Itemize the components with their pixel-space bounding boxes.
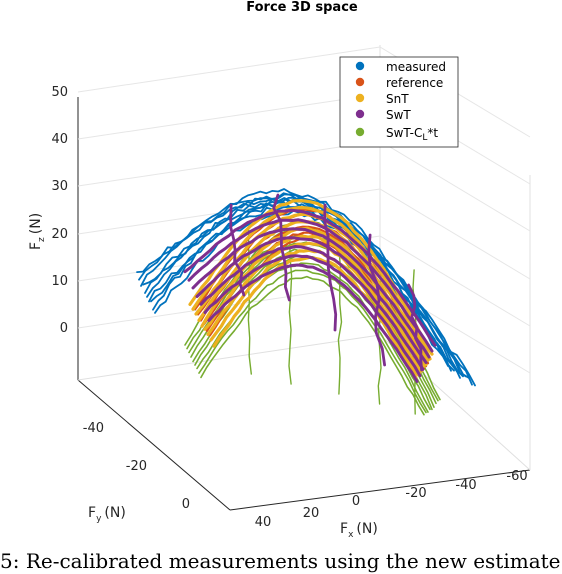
legend-item-swt-cl-t: SwT-CL*t [355,126,438,143]
z-tick-label: 20 [51,227,68,242]
x-ticks: 40 20 0 -20 -40 -60 [255,469,528,530]
series-line [367,233,386,367]
z-axis-label: Fz(N) [28,213,47,250]
series-swt [183,193,437,383]
y-tick-label: -40 [83,421,104,436]
z-ticks: 50 40 30 20 10 0 [51,85,68,336]
legend-label: SwT-CL*t [386,126,438,143]
z-tick-label: 50 [51,85,68,100]
figure-caption: 5: Re-calibrated measurements using the … [0,549,561,573]
legend-marker [355,93,365,103]
series-line [191,227,431,359]
legend-label: SwT [386,108,411,122]
series-line [198,269,427,414]
y-tick-label: -20 [126,459,147,474]
force-3d-chart: Force 3D space 50 40 30 20 10 0 -40 -20 … [28,0,531,540]
y-axis-label: Fy (N) [88,505,126,524]
series-line [183,208,437,347]
series-line [200,226,426,368]
legend-label: reference [386,76,443,90]
z-grid-line-side [379,235,531,327]
back-floor-edge [77,334,381,381]
series-line [323,203,338,332]
z-grid-line-side [379,188,531,280]
legend-item-reference: reference [355,76,443,90]
x-tick-label: 20 [303,506,320,521]
chart-title: Force 3D space [246,0,358,15]
x-tick-label: 40 [255,515,272,530]
legend-item-swt: SwT [355,108,411,122]
x-axis-label: Fx (N) [340,521,378,540]
z-grid-line [77,140,381,187]
legend-marker [355,127,365,137]
x-tick-label: -20 [405,486,426,501]
legend-item-snt: SnT [355,92,409,106]
series-line [200,275,425,416]
series-line [288,239,293,385]
series-line [187,218,434,353]
series-line [407,283,423,372]
z-grid-line [77,188,381,235]
series-line [229,203,246,297]
y-tick-label: 0 [182,497,190,512]
z-grid-line-side [379,140,531,232]
legend-marker [355,61,365,71]
x-tick-label: -60 [506,469,527,484]
z-tick-label: 10 [51,274,68,289]
series-line [272,193,291,302]
y-ticks: -40 -20 0 [83,421,190,512]
x-axis-line [229,469,531,511]
legend: measured reference SnT SwT SwT-CL*t [339,56,459,148]
z-tick-label: 30 [51,179,68,194]
legend-marker [355,109,365,119]
z-grid-line [77,93,381,140]
legend-label: measured [386,60,446,74]
legend-item-measured: measured [355,60,446,74]
y-axis-line [77,379,231,511]
x-tick-label: -40 [455,478,476,493]
series-line [199,245,425,371]
series-line [207,263,419,383]
series-line [146,192,461,379]
z-tick-label: 40 [51,132,68,147]
x-tick-label: 0 [352,494,360,509]
z-tick-label: 0 [60,321,68,336]
legend-marker [355,77,365,87]
series-line [191,205,432,361]
z-grid-line [77,46,381,93]
legend-label: SnT [386,92,409,106]
